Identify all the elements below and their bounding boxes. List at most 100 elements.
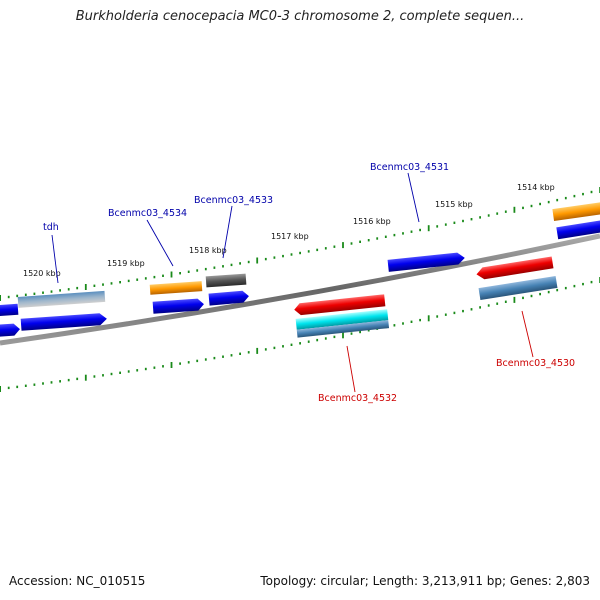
minor-tick bbox=[573, 194, 576, 198]
minor-tick bbox=[76, 377, 79, 381]
major-tick bbox=[427, 225, 430, 232]
gene-feature[interactable] bbox=[0, 303, 19, 317]
minor-tick bbox=[67, 378, 70, 382]
minor-tick bbox=[119, 281, 121, 284]
minor-tick bbox=[582, 192, 584, 196]
genome-summary-text: Topology: circular; Length: 3,213,911 bp… bbox=[260, 574, 590, 588]
major-tick bbox=[427, 315, 430, 322]
gene-feature[interactable] bbox=[152, 298, 205, 314]
minor-tick bbox=[504, 300, 507, 303]
gene-feature[interactable] bbox=[20, 313, 108, 331]
minor-tick bbox=[162, 274, 164, 277]
gene-label-bcenmc03-4531[interactable]: Bcenmc03_4531 bbox=[370, 162, 449, 173]
minor-tick bbox=[162, 365, 164, 368]
major-tick bbox=[342, 242, 344, 249]
minor-tick bbox=[16, 385, 19, 389]
minor-tick bbox=[222, 355, 224, 358]
minor-tick bbox=[402, 232, 404, 235]
ruler-label: 1514 kbp bbox=[517, 183, 555, 192]
gene-feature[interactable] bbox=[296, 320, 390, 338]
minor-tick bbox=[119, 371, 121, 374]
leader-line bbox=[146, 219, 174, 267]
gene-label-tdh[interactable]: tdh bbox=[43, 222, 59, 233]
minor-tick bbox=[204, 267, 207, 271]
minor-tick bbox=[144, 277, 147, 280]
minor-tick bbox=[436, 225, 439, 228]
minor-tick bbox=[393, 324, 396, 327]
minor-tick bbox=[93, 284, 96, 287]
minor-tick bbox=[367, 239, 370, 242]
minor-tick bbox=[24, 293, 27, 296]
gene-labels: tdh Bcenmc03_4534 Bcenmc03_4533 Bcenmc03… bbox=[43, 162, 575, 404]
minor-tick bbox=[393, 233, 396, 237]
ruler-label: 1519 kbp bbox=[107, 259, 145, 268]
leader-line bbox=[346, 345, 356, 393]
leader-line bbox=[521, 310, 534, 358]
gene-feature[interactable] bbox=[295, 309, 389, 330]
gene-label-bcenmc03-4533[interactable]: Bcenmc03_4533 bbox=[194, 195, 273, 206]
major-tick bbox=[256, 347, 259, 354]
minor-tick bbox=[230, 263, 233, 267]
gene-label-bcenmc03-4530[interactable]: Bcenmc03_4530 bbox=[496, 358, 575, 369]
minor-tick bbox=[590, 190, 593, 194]
minor-tick bbox=[333, 245, 336, 248]
gene-feature[interactable] bbox=[208, 290, 250, 306]
minor-tick bbox=[153, 275, 156, 279]
minor-tick bbox=[264, 257, 267, 261]
minor-tick bbox=[410, 320, 413, 323]
minor-tick bbox=[290, 253, 293, 256]
gene-feature[interactable] bbox=[478, 275, 558, 301]
minor-tick bbox=[316, 248, 319, 252]
gene-feature[interactable] bbox=[556, 220, 600, 240]
minor-tick bbox=[564, 196, 567, 200]
minor-tick bbox=[282, 345, 284, 348]
minor-tick bbox=[522, 206, 524, 210]
feature-track-inner bbox=[294, 256, 558, 338]
gene-feature[interactable] bbox=[294, 294, 386, 316]
major-tick bbox=[513, 296, 516, 303]
major-tick bbox=[0, 386, 1, 392]
minor-tick bbox=[539, 202, 541, 206]
minor-tick bbox=[436, 315, 439, 318]
minor-tick bbox=[496, 302, 499, 305]
minor-tick bbox=[564, 286, 567, 290]
gene-label-bcenmc03-4532[interactable]: Bcenmc03_4532 bbox=[318, 393, 397, 404]
minor-tick bbox=[556, 198, 559, 202]
minor-tick bbox=[324, 337, 327, 340]
minor-tick bbox=[196, 359, 199, 363]
minor-tick bbox=[127, 370, 130, 373]
minor-tick bbox=[479, 216, 481, 219]
minor-tick bbox=[93, 375, 96, 378]
minor-tick bbox=[187, 361, 190, 364]
minor-tick bbox=[367, 329, 370, 332]
minor-tick bbox=[33, 292, 36, 295]
minor-tick bbox=[470, 218, 473, 221]
minor-tick bbox=[196, 269, 199, 272]
major-tick bbox=[84, 284, 87, 290]
gene-feature[interactable] bbox=[205, 273, 247, 288]
gene-feature[interactable] bbox=[149, 281, 203, 295]
minor-tick bbox=[153, 366, 156, 369]
minor-tick bbox=[76, 286, 79, 290]
gene-feature[interactable] bbox=[17, 290, 106, 308]
minor-tick bbox=[504, 210, 507, 213]
gene-feature[interactable] bbox=[0, 323, 20, 337]
ruler-ticks-outer bbox=[0, 187, 600, 301]
leader-line bbox=[407, 172, 420, 223]
ruler-label: 1518 kbp bbox=[189, 246, 227, 255]
minor-tick bbox=[384, 235, 387, 238]
gene-feature[interactable] bbox=[387, 252, 466, 272]
minor-tick bbox=[136, 278, 139, 281]
minor-tick bbox=[547, 200, 550, 204]
label-leaders bbox=[51, 172, 534, 393]
minor-tick bbox=[582, 282, 584, 286]
minor-tick bbox=[59, 289, 61, 292]
minor-tick bbox=[273, 346, 276, 350]
minor-tick bbox=[444, 313, 447, 316]
minor-tick bbox=[102, 374, 104, 377]
gene-feature[interactable] bbox=[552, 202, 600, 222]
ruler-ticks-inner bbox=[0, 277, 600, 392]
gene-feature[interactable] bbox=[476, 256, 554, 280]
gene-label-bcenmc03-4534[interactable]: Bcenmc03_4534 bbox=[108, 208, 187, 219]
chromosome-backbone bbox=[0, 233, 600, 346]
